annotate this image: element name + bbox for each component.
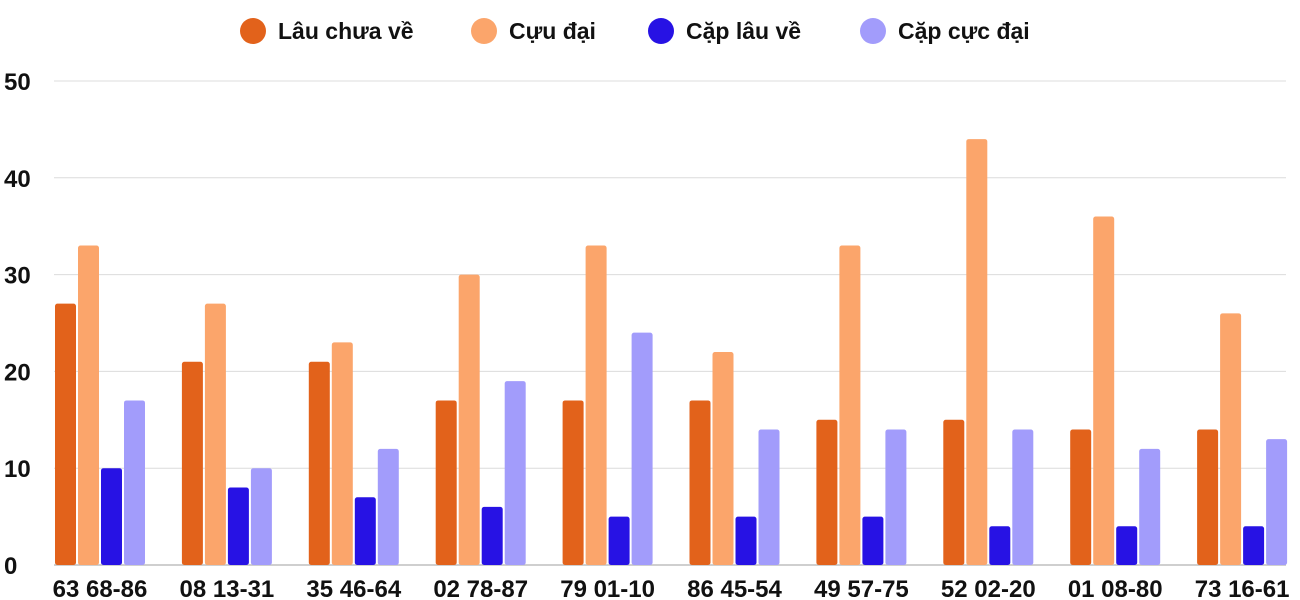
y-axis-ticks: 0 10 20 30 40 50: [4, 69, 31, 580]
bar: [1116, 526, 1138, 565]
legend-label: Cặp lâu về: [686, 18, 801, 44]
bar: [1139, 448, 1161, 565]
x-tick-label: 08 13-31: [180, 576, 275, 600]
legend-label: Lâu chưa về: [278, 18, 414, 44]
bar: [504, 381, 526, 565]
y-tick-label: 20: [4, 359, 31, 386]
legend-item: Cặp lâu về: [648, 18, 801, 44]
bar: [377, 448, 399, 565]
bar: [435, 400, 457, 565]
bar: [1093, 216, 1115, 565]
bar: [331, 342, 353, 565]
bar: [631, 332, 653, 565]
bar: [1243, 526, 1265, 565]
x-tick-label: 52 02-20: [941, 576, 1036, 600]
bar: [204, 303, 226, 565]
legend-item: Cặp cực đại: [860, 18, 1030, 44]
bar: [181, 361, 203, 565]
legend: Lâu chưa về Cựu đại Cặp lâu về Cặp cực đại: [240, 18, 1030, 44]
bar: [1070, 429, 1092, 565]
x-tick-label: 49 57-75: [814, 576, 909, 600]
x-axis-ticks: 63 68-86 08 13-31 35 46-64 02 78-87 79 01-10…: [53, 576, 1290, 600]
bar: [943, 419, 965, 565]
x-tick-label: 35 46-64: [306, 576, 401, 600]
bar: [1266, 439, 1288, 565]
bar: [101, 468, 122, 565]
bar: [885, 429, 907, 565]
bar: [55, 303, 76, 565]
y-tick-label: 0: [4, 553, 17, 580]
legend-label: Cựu đại: [509, 18, 596, 44]
bar: [816, 419, 838, 565]
y-tick-label: 10: [4, 456, 31, 483]
bars: [55, 139, 1288, 565]
bar: [735, 516, 757, 565]
bar: [1197, 429, 1219, 565]
bar: [966, 139, 988, 565]
x-tick-label: 73 16-61: [1195, 576, 1290, 600]
legend-item: Lâu chưa về: [240, 18, 414, 44]
bar: [689, 400, 711, 565]
legend-item: Cựu đại: [471, 18, 596, 44]
bar: [1220, 313, 1242, 565]
bar: [1012, 429, 1034, 565]
bar: [839, 245, 861, 565]
bar: [608, 516, 630, 565]
bar: [862, 516, 884, 565]
bar: [458, 274, 480, 565]
bar: [124, 400, 145, 565]
x-tick-label: 63 68-86: [53, 576, 148, 600]
x-tick-label: 86 45-54: [687, 576, 782, 600]
y-tick-label: 30: [4, 263, 31, 290]
bar: [481, 506, 503, 565]
legend-label: Cặp cực đại: [898, 18, 1030, 44]
bar: [354, 497, 376, 565]
bar: [250, 468, 272, 565]
bar: [758, 429, 780, 565]
bar: [308, 361, 330, 565]
x-tick-label: 79 01-10: [560, 576, 655, 600]
y-tick-label: 40: [4, 166, 31, 193]
bar: [78, 245, 99, 565]
bar: [712, 352, 734, 565]
x-tick-label: 02 78-87: [433, 576, 528, 600]
bar: [227, 487, 249, 565]
y-tick-label: 50: [4, 69, 31, 96]
legend-swatch: [471, 18, 497, 44]
legend-swatch: [648, 18, 674, 44]
x-tick-label: 01 08-80: [1068, 576, 1163, 600]
legend-swatch: [240, 18, 266, 44]
bar: [562, 400, 584, 565]
bar: [989, 526, 1011, 565]
legend-swatch: [860, 18, 886, 44]
bar: [585, 245, 607, 565]
